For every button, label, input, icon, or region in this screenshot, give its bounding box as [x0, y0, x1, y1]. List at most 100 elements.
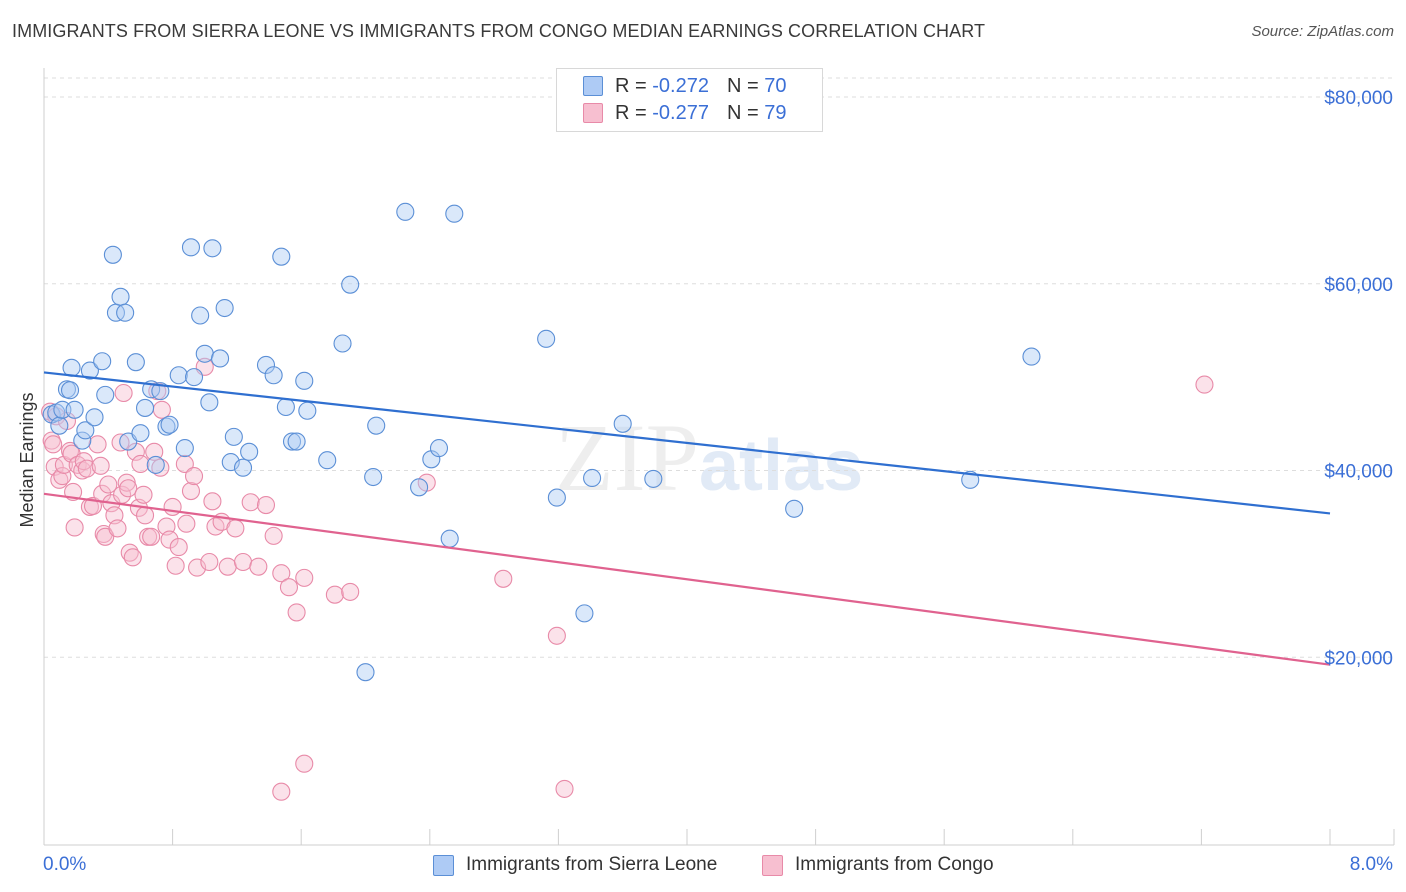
sierra-leone-point: [264, 366, 283, 385]
congo-point: [88, 435, 107, 454]
sierra-leone-point: [440, 529, 459, 548]
n-value: 79: [764, 101, 787, 124]
congo-trend-line: [43, 492, 1331, 666]
sierra-leone-point: [333, 334, 352, 353]
sierra-leone-point: [184, 368, 204, 387]
sierra-leone-point: [575, 604, 594, 623]
congo-point: [175, 454, 194, 474]
congo-point: [1195, 375, 1214, 394]
congo-point: [226, 519, 245, 538]
congo-point: [233, 552, 253, 572]
congo-point: [126, 442, 145, 461]
series-legend-sierra-leone: Immigrants from Sierra Leone: [433, 852, 717, 878]
congo-point: [200, 552, 219, 572]
congo-point: [295, 568, 314, 587]
correlation-legend: R = -0.272 N = 70 R = -0.277 N = 79: [556, 68, 823, 132]
y-tick-label: $60,000: [1324, 275, 1393, 296]
sierra-leone-point: [116, 303, 135, 322]
axis-labels: $20,000 $40,000 $60,000 $80,000 0.0% 8.0% Medi…: [17, 88, 1393, 875]
sierra-leone-point: [256, 355, 276, 375]
congo-point: [99, 475, 118, 494]
sierra-leone-point: [367, 416, 386, 435]
congo-point: [279, 578, 299, 597]
sierra-leone-point: [203, 239, 222, 258]
congo-point: [203, 492, 222, 511]
n-label: N =: [726, 101, 759, 124]
congo-point: [241, 493, 260, 512]
sierra-leone-point: [131, 424, 150, 443]
sierra-leone-point: [93, 352, 112, 371]
sierra-leone-point: [295, 371, 314, 390]
congo-point: [494, 569, 513, 588]
congo-point: [108, 519, 127, 538]
r-value: -0.272: [652, 74, 709, 97]
sierra-leone-point: [233, 458, 253, 477]
series-name: Immigrants from Congo: [795, 854, 994, 875]
congo-point: [135, 506, 155, 525]
congo-point: [77, 459, 96, 478]
congo-point: [119, 479, 138, 498]
y-tick-label: $80,000: [1324, 88, 1393, 109]
sierra-leone-point: [287, 432, 306, 451]
congo-point: [272, 564, 291, 583]
sierra-leone-point: [583, 468, 602, 488]
sierra-leone-point: [961, 470, 980, 489]
congo-point: [163, 497, 182, 516]
sierra-leone-point: [53, 400, 72, 419]
sierra-leone-point: [111, 287, 130, 306]
congo-point: [152, 400, 171, 419]
sierra-leone-point: [73, 431, 92, 450]
congo-point: [60, 441, 80, 460]
n-label: N =: [726, 74, 759, 97]
sierra-leone-point: [364, 467, 383, 487]
sierra-leone-point: [318, 451, 337, 470]
sierra-leone-point: [175, 439, 194, 458]
congo-point: [123, 548, 142, 567]
sierra-leone-point: [103, 245, 122, 264]
pink-swatch-icon: [762, 854, 783, 876]
congo-point: [341, 582, 360, 601]
sierra-leone-point: [65, 400, 84, 419]
sierra-leone-point: [356, 663, 375, 682]
r-label: R =: [615, 74, 647, 97]
congo-point: [65, 518, 84, 537]
congo-point: [91, 456, 110, 475]
sierra-leone-point: [282, 432, 302, 451]
chart-title: IMMIGRANTS FROM SIERRA LEONE VS IMMIGRAN…: [12, 21, 986, 41]
congo-point: [134, 485, 153, 504]
r-label: R =: [615, 101, 647, 124]
sierra-leone-point: [85, 408, 104, 427]
congo-point: [145, 442, 164, 461]
sierra-leone-point: [157, 417, 176, 436]
sierra-leone-point: [195, 344, 214, 363]
legend-row-sierra-leone: R = -0.272 N = 70: [583, 73, 786, 99]
sierra-leone-point: [200, 393, 219, 412]
congo-point: [206, 517, 225, 536]
blue-swatch-icon: [583, 76, 603, 96]
congo-point: [249, 557, 268, 576]
axes: [43, 68, 1395, 846]
congo-point: [160, 530, 179, 549]
sierra-leone-point: [785, 499, 804, 518]
sierra-leone-point: [191, 306, 210, 325]
series-legend-congo: Immigrants from Congo: [762, 852, 994, 878]
pink-swatch-icon: [583, 103, 603, 123]
y-tick-label: $40,000: [1324, 462, 1393, 483]
congo-point: [169, 538, 188, 557]
congo-point: [184, 467, 204, 486]
sierra-leone-point: [80, 361, 99, 380]
sierra-leone-point: [135, 398, 155, 417]
sierra-leone-point: [272, 247, 291, 266]
congo-point: [166, 556, 185, 575]
r-value: -0.277: [652, 101, 709, 124]
sierra-leone-point: [126, 353, 145, 372]
sierra-leone-point: [429, 439, 449, 458]
sierra-leone-point: [211, 349, 230, 368]
congo-point: [264, 526, 283, 545]
x-tick-label: 8.0%: [1350, 854, 1393, 875]
y-axis-title: Median Earnings: [17, 392, 37, 527]
sierra-leone-point: [613, 414, 632, 433]
legend-row-congo: R = -0.277 N = 79: [583, 100, 786, 126]
congo-point: [218, 557, 237, 576]
congo-point: [181, 481, 201, 501]
